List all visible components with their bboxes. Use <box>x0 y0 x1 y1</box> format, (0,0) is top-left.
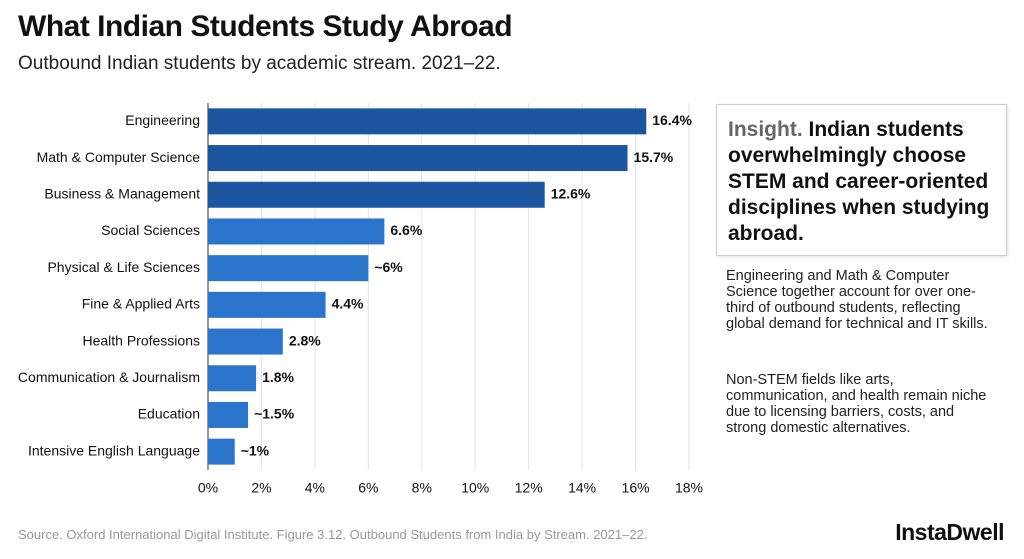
bar <box>208 108 647 135</box>
x-tick-label: 14% <box>568 480 596 496</box>
insight-lead: Insight. <box>728 118 803 141</box>
bar <box>208 328 283 355</box>
x-tick-label: 0% <box>198 480 218 496</box>
value-label: 16.4% <box>652 112 692 128</box>
y-tick-label: Math & Computer Science <box>37 149 201 165</box>
value-label: ~6% <box>374 259 403 275</box>
value-label: ~1% <box>241 442 270 458</box>
x-tick-label: 10% <box>461 480 489 496</box>
bar <box>208 438 235 465</box>
chart-subtitle: Outbound Indian students by academic str… <box>18 53 501 74</box>
y-tick-label: Physical & Life Sciences <box>47 259 200 275</box>
insight-box: Insight. Indian students overwhelmingly … <box>716 104 1007 256</box>
x-tick-label: 16% <box>622 480 650 496</box>
value-label: ~1.5% <box>254 406 295 422</box>
x-tick-label: 6% <box>358 480 378 496</box>
y-tick-label: Social Sciences <box>101 222 200 238</box>
x-tick-label: 2% <box>251 480 271 496</box>
value-label: 12.6% <box>551 185 591 201</box>
y-tick-label: Communication & Journalism <box>18 369 200 385</box>
brand-logo: InstaDwell <box>895 519 1004 545</box>
bar <box>208 255 369 282</box>
value-label: 2.8% <box>289 332 321 348</box>
bar <box>208 218 385 245</box>
bar <box>208 181 545 208</box>
bar <box>208 291 326 318</box>
source-note: Source. Oxford International Digital Ins… <box>18 527 648 542</box>
paragraph: Engineering and Math & Computer Science … <box>726 268 988 332</box>
value-label: 6.6% <box>390 222 422 238</box>
paragraph: Non-STEM fields like arts, communication… <box>726 372 987 436</box>
bar <box>208 401 249 428</box>
y-tick-label: Engineering <box>125 112 200 128</box>
y-tick-label: Business & Management <box>44 185 200 201</box>
x-tick-label: 12% <box>515 480 543 496</box>
value-label: 4.4% <box>332 296 364 312</box>
x-tick-label: 18% <box>675 480 703 496</box>
bar <box>208 365 257 392</box>
y-tick-label: Intensive English Language <box>28 442 200 458</box>
chart: 0% 2% 4% 6% 8% 10% 12% 14% 16% 18% Engineering 16.4… <box>18 103 703 496</box>
bar <box>208 145 628 172</box>
y-tick-label: Education <box>138 406 200 422</box>
value-label: 1.8% <box>262 369 294 385</box>
y-tick-label: Fine & Applied Arts <box>82 296 200 312</box>
value-label: 15.7% <box>634 149 674 165</box>
chart-title: What Indian Students Study Abroad <box>18 10 513 43</box>
insight-text: Indian students overwhelmingly choose ST… <box>728 118 990 245</box>
x-tick-label: 4% <box>305 480 325 496</box>
y-tick-label: Health Professions <box>82 332 200 348</box>
x-tick-label: 8% <box>412 480 432 496</box>
